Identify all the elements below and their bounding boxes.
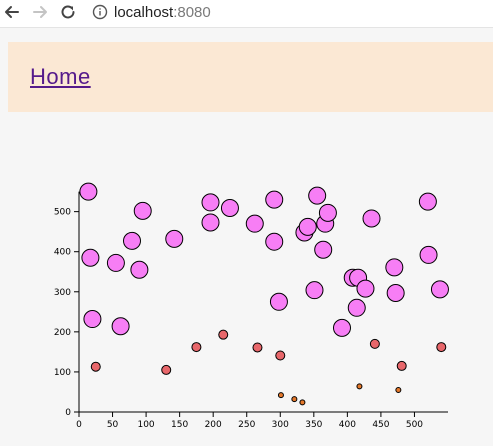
data-point (291, 396, 298, 403)
data-point (245, 214, 264, 233)
x-tick-label: 100 (137, 420, 154, 430)
data-point (369, 338, 380, 349)
back-arrow-icon (5, 6, 19, 18)
reload-icon (61, 5, 75, 19)
info-icon (92, 4, 108, 20)
y-tick-label: 500 (54, 208, 71, 218)
data-point (419, 245, 438, 264)
data-point (81, 248, 100, 267)
data-point (90, 361, 101, 372)
data-point (106, 253, 125, 272)
back-button[interactable] (2, 2, 22, 22)
data-point (356, 279, 375, 298)
reload-button[interactable] (58, 2, 78, 22)
data-point (252, 342, 263, 353)
data-point (436, 342, 447, 353)
x-tick-label: 450 (372, 420, 389, 430)
data-point (347, 298, 366, 317)
y-tick-label: 400 (54, 248, 71, 258)
data-point (362, 209, 381, 228)
data-point (356, 383, 363, 390)
x-tick-label: 50 (107, 420, 119, 430)
data-point (385, 258, 404, 277)
x-tick-label: 500 (406, 420, 423, 430)
forward-button[interactable] (30, 2, 50, 22)
data-point (395, 386, 402, 393)
y-tick-label: 300 (54, 288, 71, 298)
data-point (123, 231, 142, 250)
data-point (386, 283, 405, 302)
data-point (430, 280, 449, 299)
data-point (269, 292, 288, 311)
data-point (298, 217, 317, 236)
data-point (308, 186, 327, 205)
data-point (201, 213, 220, 232)
data-point (318, 203, 337, 222)
data-point (277, 392, 284, 399)
data-point (314, 240, 333, 259)
x-tick-label: 200 (205, 420, 222, 430)
x-tick-label: 300 (272, 420, 289, 430)
data-point (130, 260, 149, 279)
data-point (332, 318, 351, 337)
data-point (299, 399, 306, 406)
data-point (191, 342, 202, 353)
axes-layer: 0 50 100 150 200 250 300 350 400 450 500 0 100 200 300… (54, 191, 448, 430)
x-tick-label: 0 (76, 420, 82, 430)
data-point (305, 281, 324, 300)
x-tick-label: 350 (305, 420, 322, 430)
data-point (220, 199, 239, 218)
data-point (265, 190, 284, 209)
data-point (218, 329, 229, 340)
y-tick-label: 0 (65, 408, 71, 418)
points-layer (79, 182, 449, 406)
page-header: Home (8, 42, 493, 112)
data-point (111, 317, 130, 336)
home-link[interactable]: Home (30, 64, 91, 89)
data-point (265, 232, 284, 251)
data-point (79, 182, 98, 201)
browser-toolbar: localhost:8080 (0, 0, 493, 28)
data-point (396, 360, 407, 371)
data-point (418, 192, 437, 211)
url-host: localhost (114, 3, 174, 21)
data-point (83, 310, 102, 329)
forward-arrow-icon (33, 6, 47, 18)
data-point (133, 201, 152, 220)
y-tick-label: 100 (54, 368, 71, 378)
x-tick-label: 400 (339, 420, 356, 430)
data-point (275, 350, 286, 361)
x-tick-label: 250 (238, 420, 255, 430)
address-bar[interactable]: localhost:8080 (88, 0, 493, 24)
y-tick-label: 200 (54, 328, 71, 338)
data-point (161, 364, 172, 375)
x-tick-label: 150 (171, 420, 188, 430)
data-point (165, 229, 184, 248)
url-port: :8080 (173, 3, 211, 21)
data-point (201, 193, 220, 212)
